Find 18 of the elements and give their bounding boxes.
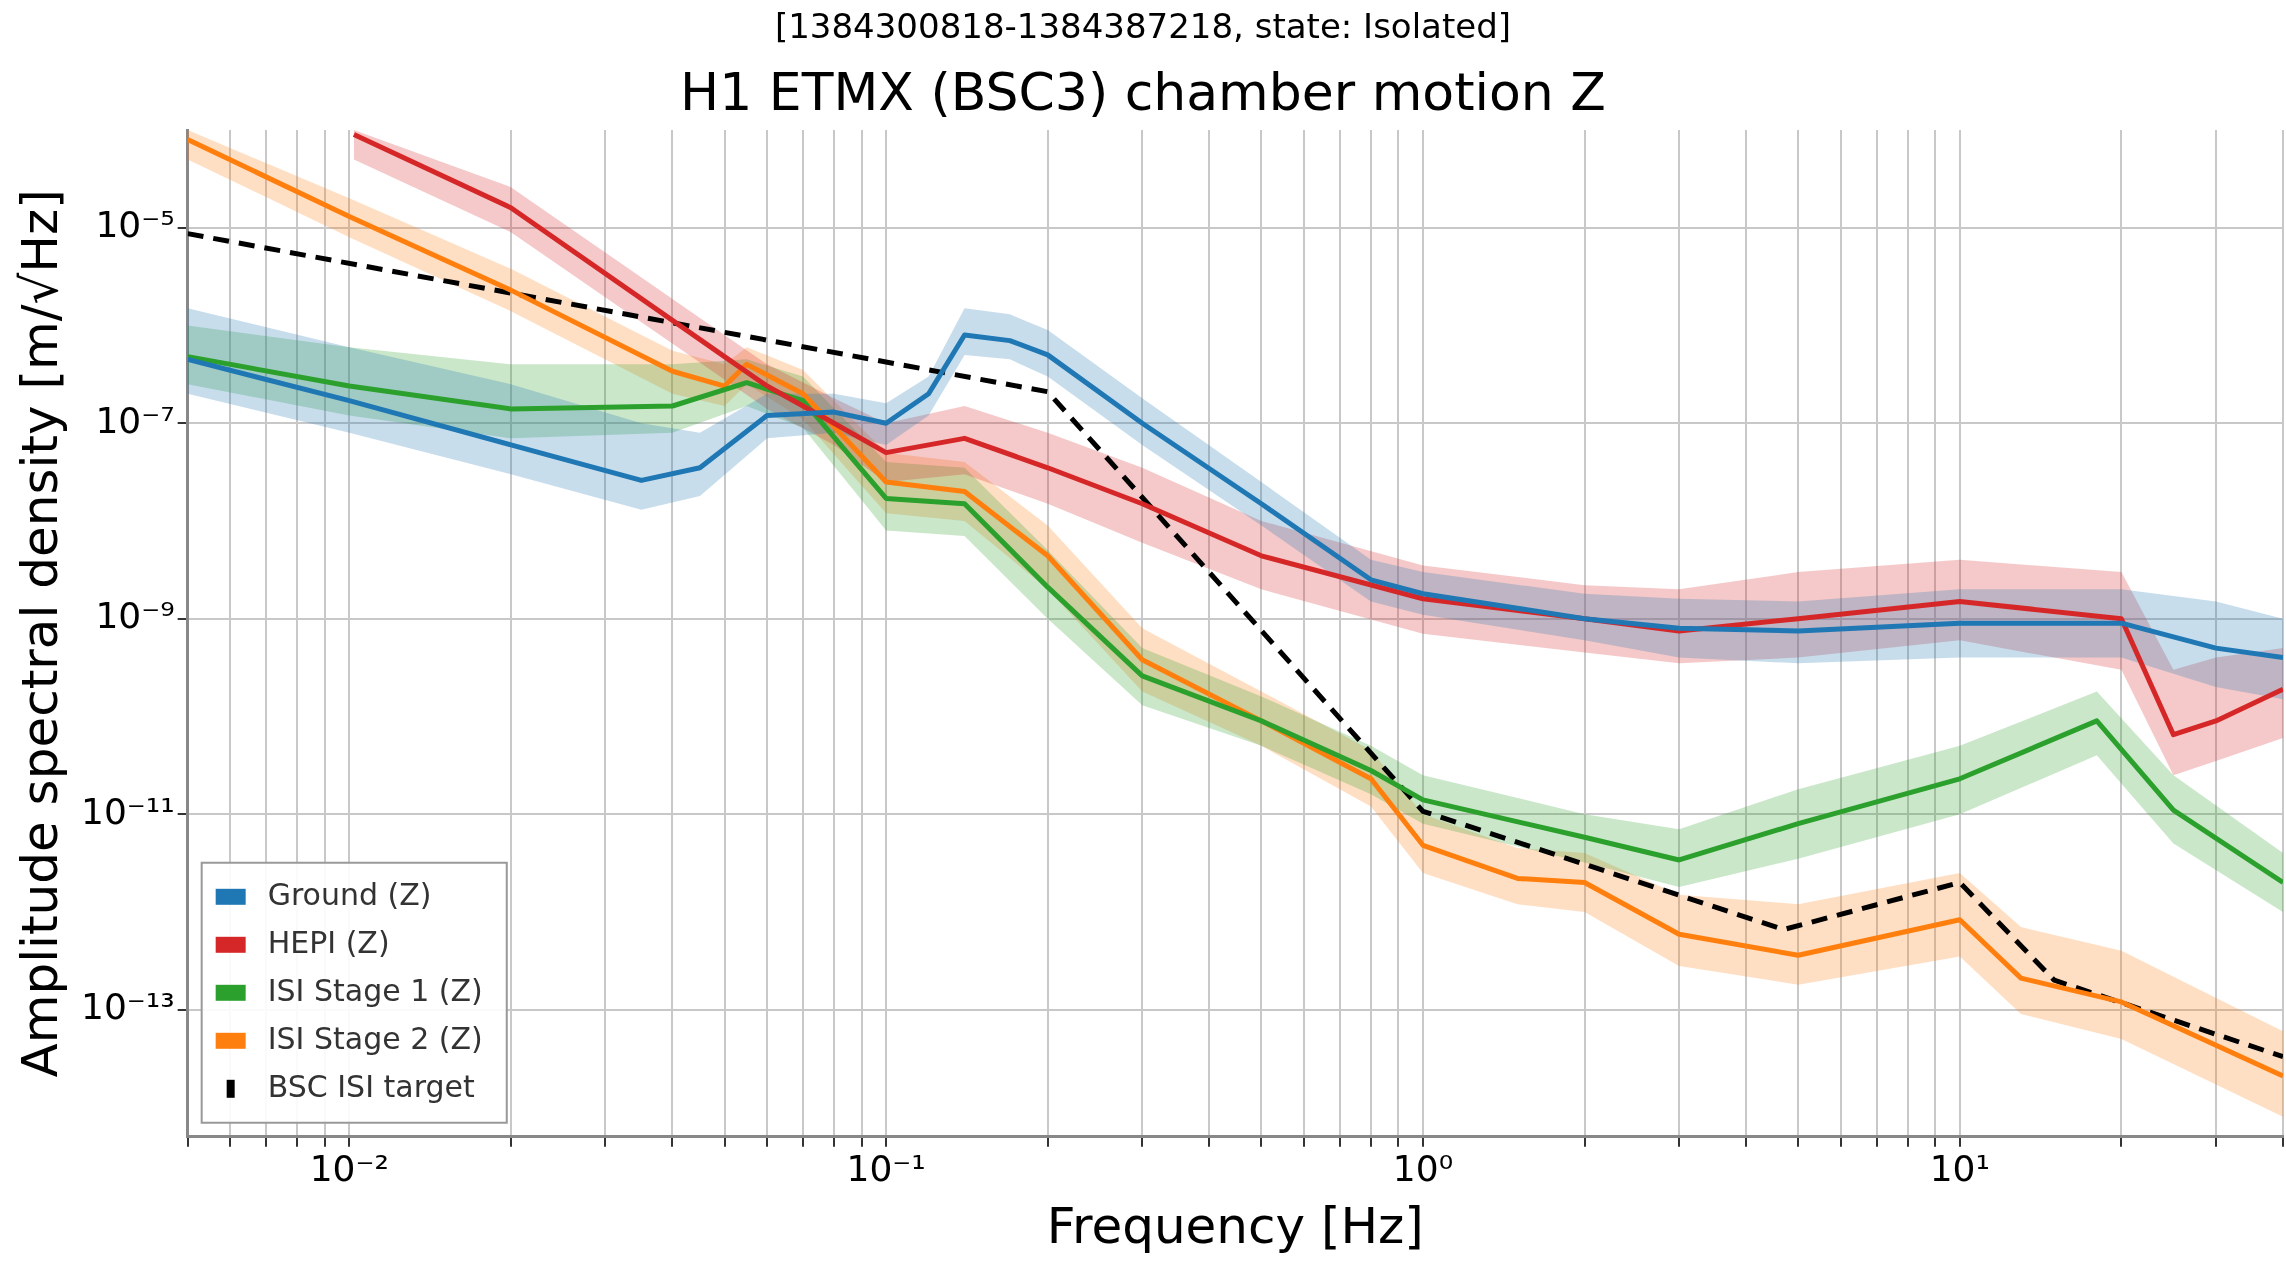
legend-label: Ground (Z) [267, 876, 432, 912]
y-axis-title: Amplitude spectral density [m/√Hz] [10, 189, 69, 1078]
y-tick-label: 10⁻⁷ [95, 399, 175, 441]
legend-label: ISI Stage 2 (Z) [267, 1020, 483, 1056]
legend-label: BSC ISI target [267, 1068, 475, 1104]
chart-subtitle: [1384300818-1384387218, state: Isolated] [773, 6, 1513, 46]
x-tick-label: 10⁻¹ [846, 1147, 926, 1189]
chart-title: H1 ETMX (BSC3) chamber motion Z [679, 62, 1607, 122]
y-tick-label: 10⁻¹³ [80, 986, 175, 1027]
y-tick-label: 10⁻¹¹ [80, 790, 175, 832]
legend-label: ISI Stage 1 (Z) [267, 972, 483, 1008]
x-tick-label: 10⁰ [1392, 1147, 1454, 1189]
x-axis-title: Frequency [Hz] [1046, 1196, 1424, 1255]
x-tick-label: 10¹ [1929, 1147, 1990, 1189]
x-tick-label: 10⁻² [309, 1147, 389, 1189]
legend-label: HEPI (Z) [267, 924, 390, 960]
y-tick-label: 10⁻⁹ [95, 595, 175, 637]
y-tick-label: 10⁻⁵ [95, 204, 175, 246]
